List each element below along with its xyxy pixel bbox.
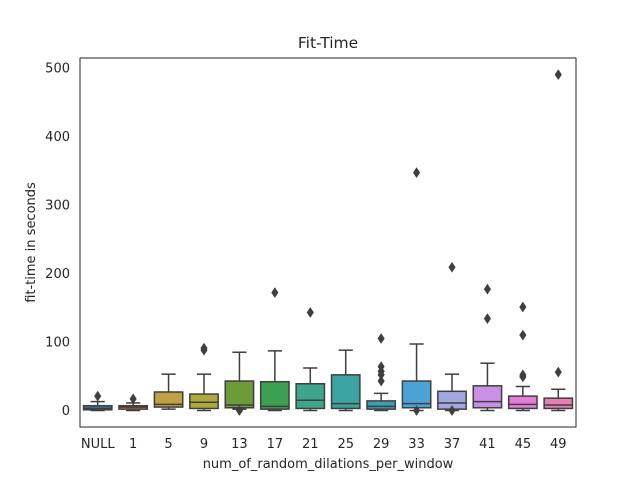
box-iqr (189, 393, 219, 410)
outlier-point (519, 369, 527, 381)
chart-title: Fit-Time (298, 34, 358, 52)
outlier-point (448, 405, 456, 416)
box-iqr (295, 383, 326, 410)
box-iqr (507, 395, 538, 410)
x-tick-label: 41 (479, 437, 496, 452)
outlier-point (271, 287, 279, 299)
box-group (224, 351, 255, 416)
outlier-point (94, 390, 102, 402)
box-group (472, 283, 503, 412)
plot-area (82, 69, 574, 416)
y-axis-ticks: 0 100 200 300 400 500 (45, 61, 70, 419)
x-axis-ticks: NULL 1 5 9 13 17 21 25 29 33 37 41 45 49 (81, 437, 567, 452)
box-group (366, 333, 397, 412)
box-group (401, 167, 432, 416)
x-tick-label: 9 (200, 437, 208, 452)
box-group (330, 349, 361, 412)
outlier-point (306, 307, 314, 318)
outlier-point (519, 301, 527, 313)
outlier-point (483, 313, 492, 325)
box-iqr (366, 400, 397, 410)
y-tick-label: 200 (45, 267, 70, 282)
box-group (437, 261, 467, 416)
box-group (295, 307, 326, 412)
outlier-point (483, 283, 492, 295)
x-tick-label: NULL (81, 437, 115, 452)
outlier-point (554, 366, 562, 378)
outlier-point (129, 393, 137, 405)
outlier-point (519, 329, 527, 341)
x-axis-title: num_of_random_dilations_per_window (203, 457, 454, 472)
y-axis-title: fit-time in seconds (24, 182, 39, 303)
y-tick-label: 400 (45, 130, 70, 145)
x-tick-label: 1 (129, 437, 137, 452)
box-iqr (543, 397, 574, 410)
box-group (189, 342, 219, 412)
outlier-point (200, 342, 208, 354)
x-tick-label: 49 (550, 437, 567, 452)
box-group (259, 287, 290, 412)
outlier-point (554, 69, 562, 81)
outlier-point (412, 405, 421, 416)
outlier-point (377, 375, 385, 387)
box-iqr (330, 374, 361, 410)
y-tick-label: 500 (45, 61, 70, 76)
box-iqr (259, 380, 290, 410)
box-iqr (224, 380, 255, 409)
x-tick-label: 13 (231, 437, 248, 452)
y-tick-label: 100 (45, 335, 70, 350)
x-tick-label: 25 (337, 437, 354, 452)
outlier-point (377, 333, 385, 344)
x-tick-label: 17 (267, 437, 284, 452)
x-tick-label: 5 (164, 437, 172, 452)
x-tick-label: 37 (444, 437, 461, 452)
y-tick-label: 0 (62, 404, 70, 419)
x-tick-label: 21 (302, 437, 319, 452)
box-iqr (153, 391, 184, 408)
box-iqr (472, 385, 503, 409)
box-group (118, 393, 149, 412)
box-group (507, 301, 538, 412)
x-tick-label: 45 (515, 437, 532, 452)
outlier-point (412, 167, 421, 179)
outlier-point (448, 261, 456, 273)
x-tick-label: 29 (373, 437, 390, 452)
outlier-point (377, 361, 385, 373)
plot-frame (79, 57, 577, 428)
outlier-point (235, 405, 244, 416)
y-tick-label: 300 (45, 198, 70, 213)
box-group (153, 373, 184, 410)
x-tick-label: 33 (408, 437, 425, 452)
box-group (543, 69, 574, 412)
box-group (82, 390, 113, 412)
